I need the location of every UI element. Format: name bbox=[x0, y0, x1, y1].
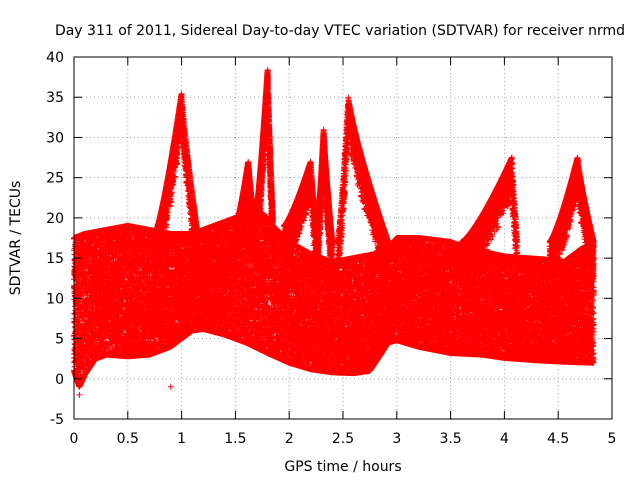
x-tick-label: 0 bbox=[70, 431, 79, 447]
y-tick-label: 25 bbox=[46, 171, 64, 187]
y-tick-label: -5 bbox=[50, 412, 64, 428]
y-axis-label: SDTVAR / TECUs bbox=[8, 181, 24, 296]
x-tick-label: 4 bbox=[500, 431, 509, 447]
x-tick-label: 4.5 bbox=[547, 431, 569, 447]
x-tick-label: 3.5 bbox=[439, 431, 461, 447]
x-tick-label: 0.5 bbox=[117, 431, 139, 447]
x-tick-label: 2 bbox=[285, 431, 294, 447]
y-tick-label: 20 bbox=[46, 211, 64, 227]
y-tick-label: 10 bbox=[46, 291, 64, 307]
x-tick-label: 3 bbox=[392, 431, 401, 447]
y-tick-label: 5 bbox=[55, 332, 64, 348]
chart-title: Day 311 of 2011, Sidereal Day-to-day VTE… bbox=[55, 23, 625, 39]
x-tick-label: 1.5 bbox=[224, 431, 246, 447]
y-tick-labels: -5 0 5 10 15 20 25 30 35 40 bbox=[46, 50, 64, 428]
x-tick-label: 5 bbox=[608, 431, 617, 447]
y-tick-label: 0 bbox=[55, 372, 64, 388]
x-axis-label: GPS time / hours bbox=[284, 459, 401, 475]
y-tick-label: 35 bbox=[46, 90, 64, 106]
y-tick-label: 15 bbox=[46, 251, 64, 267]
x-tick-labels: 0 0.5 1 1.5 2 2.5 3 3.5 4 4.5 5 bbox=[70, 431, 617, 447]
y-tick-label: 40 bbox=[46, 50, 64, 66]
x-tick-label: 2.5 bbox=[332, 431, 354, 447]
x-tick-label: 1 bbox=[177, 431, 186, 447]
axis-ticks bbox=[73, 56, 613, 420]
y-tick-label: 30 bbox=[46, 130, 64, 146]
